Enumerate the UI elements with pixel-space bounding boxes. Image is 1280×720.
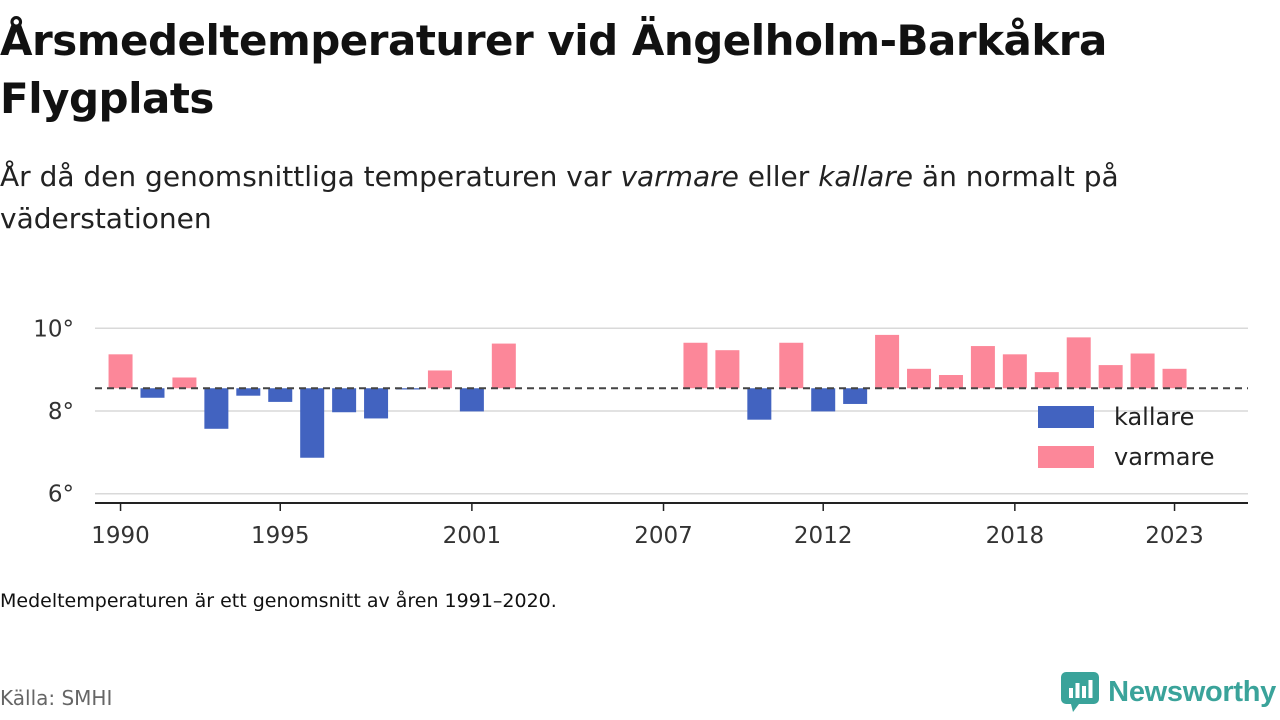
bar-2002 [491,343,516,389]
bar-2017 [970,346,995,389]
brand-logo: Newsworthy [1060,670,1276,714]
x-tick-label: 2018 [986,523,1045,549]
bar-2011 [779,342,804,389]
y-tick-label: 6° [48,482,74,508]
legend-label-kallare: kallare [1114,403,1194,431]
subtitle-emphasis-colder: kallare [818,160,914,193]
x-tick-label: 1995 [251,523,310,549]
bar-2021 [1098,365,1123,389]
x-tick-label: 2012 [794,523,853,549]
bar-1994 [236,388,261,396]
bar-2000 [427,370,452,389]
chart-title: Årsmedeltemperaturer vid Ängelholm-Barkå… [0,16,1107,123]
legend-swatch-kallare [1038,406,1094,428]
bars [108,334,1187,458]
bar-2012 [811,388,836,412]
bar-2014 [875,334,900,389]
footnote: Medeltemperaturen är ett genomsnitt av å… [0,590,557,612]
axes: 6° 8° 10° 1990 1995 2001 2007 2012 2018 2023 [33,316,1248,549]
y-tick-label: 10° [33,316,74,342]
bar-2009 [715,350,740,389]
subtitle-text-2: eller [738,160,819,193]
legend-label-varmare: varmare [1114,443,1215,471]
brand-name: Newsworthy [1108,675,1276,708]
bar-1995 [268,388,293,402]
bar-2010 [747,388,772,420]
bar-1997 [332,388,357,413]
source-label: Källa: SMHI [0,686,113,710]
chart-subtitle: År då den genomsnittliga temperaturen va… [0,156,1260,240]
bar-2023 [1162,368,1187,389]
bar-2008 [683,342,708,389]
bar-1991 [140,388,165,398]
x-tick-label: 2023 [1145,523,1204,549]
bar-2020 [1066,337,1091,389]
x-tick-label: 2001 [443,523,502,549]
bar-1993 [204,388,229,429]
legend-swatch-varmare [1038,446,1094,468]
bar-2018 [1002,354,1027,389]
x-tick-label: 2007 [634,523,693,549]
temperature-bar-chart: 6° 8° 10° 1990 1995 2001 2007 2012 2018 2023 kall… [33,316,1248,549]
bar-2015 [907,368,932,389]
y-tick-label: 8° [48,399,74,425]
bar-2001 [459,388,484,412]
legend: kallare varmare [1038,403,1215,471]
subtitle-text-1: År då den genomsnittliga temperaturen va… [0,160,621,193]
bar-1992 [172,377,197,389]
bar-2013 [843,388,868,404]
subtitle-emphasis-warmer: varmare [620,160,739,193]
bar-2016 [938,375,963,389]
bar-1998 [364,388,389,419]
bar-2022 [1130,353,1155,389]
newsworthy-logo-icon [1061,672,1100,712]
subtitle-text-3: än normalt på väderstationen [0,160,1119,235]
bar-1990 [108,354,133,389]
x-tick-label: 1990 [91,523,150,549]
bar-1996 [300,388,325,458]
bar-2019 [1034,372,1059,389]
